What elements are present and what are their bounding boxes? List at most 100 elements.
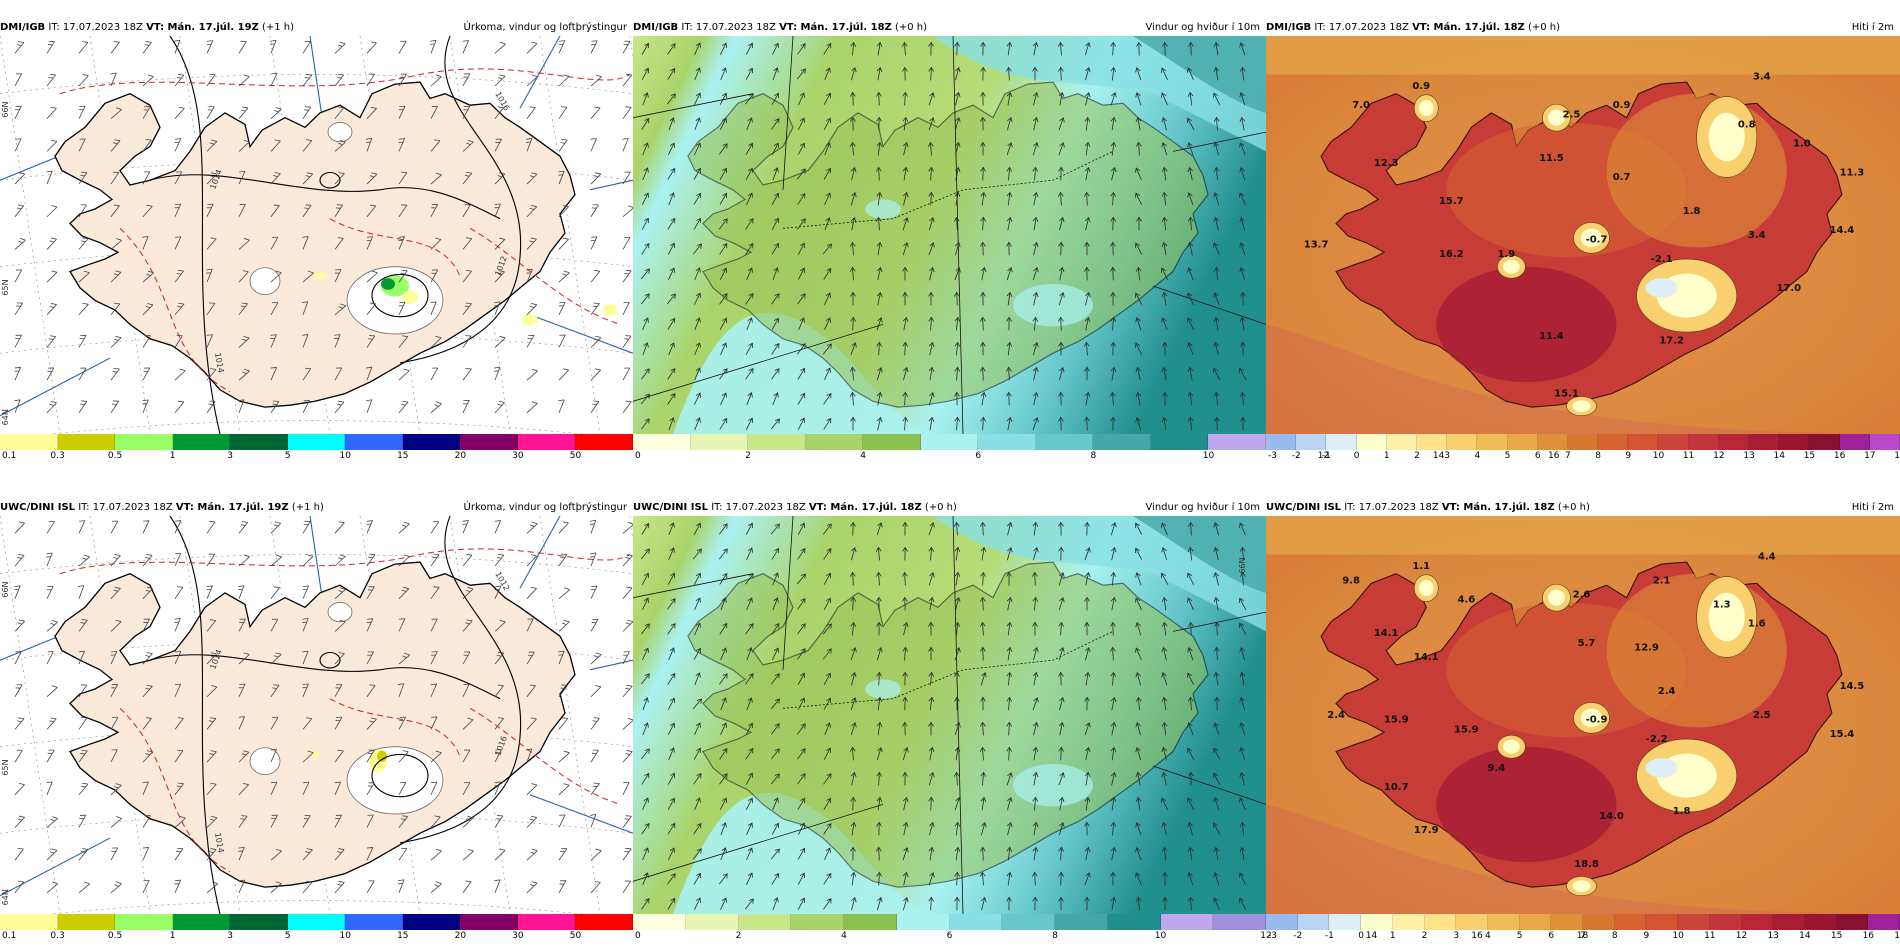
legend-swatch — [345, 914, 403, 930]
temperature-value: 2.4 — [1327, 710, 1345, 721]
temperature-value: 1.6 — [1748, 619, 1766, 630]
legend-tick: 8 — [1595, 451, 1601, 461]
legend-swatch — [1386, 434, 1417, 450]
legend-tick: 2 — [1414, 451, 1420, 461]
map-panel-temp: DMI/IGB IT: 17.07.2023 18Z VT: Mán. 17.j… — [1266, 20, 1900, 466]
legend-tick: 0.5 — [107, 931, 123, 941]
legend-swatch — [1718, 434, 1749, 450]
legend-swatch — [575, 434, 634, 450]
map-area[interactable]: 66N — [633, 516, 1266, 914]
legend-tick: 3 — [1444, 451, 1451, 461]
temperature-value: 11.3 — [1840, 167, 1865, 178]
legend-swatch — [1836, 914, 1869, 930]
legend-swatch — [1688, 434, 1719, 450]
model-name: DMI/IGB — [0, 22, 46, 33]
temperature-value: 0.8 — [1738, 119, 1756, 130]
legend-tick: 10 — [1652, 451, 1665, 461]
temperature-value: 17.9 — [1414, 825, 1439, 836]
legend-tick: 4 — [860, 451, 867, 461]
model-name: UWC/DINI ISL — [0, 502, 76, 513]
legend-ticks: -3-2-1012345678910111213141516171819 — [1266, 931, 1900, 943]
iceland-land — [54, 81, 576, 408]
legend-tick: 17 — [1864, 451, 1876, 461]
legend-swatch — [949, 914, 1003, 930]
legend-swatch — [1107, 914, 1161, 930]
temperature-value: -2.2 — [1646, 734, 1668, 745]
legend-tick: 11 — [1682, 451, 1695, 461]
legend-swatch — [1213, 914, 1266, 930]
map-panel-wind: DMI/IGB IT: 17.07.2023 18Z VT: Mán. 17.j… — [633, 20, 1559, 466]
legend-swatch — [287, 914, 346, 930]
panel-header: UWC/DINI ISL IT: 17.07.2023 18Z VT: Mán.… — [0, 500, 324, 516]
legend-tick: 15 — [397, 451, 409, 461]
legend-swatch — [1749, 434, 1780, 450]
legend-swatch — [633, 434, 691, 450]
legend-tick: 20 — [454, 451, 467, 461]
latitude-label: 66N — [1, 102, 10, 118]
temperature-value: 2.6 — [1573, 590, 1591, 601]
temperature-value: 10.7 — [1384, 782, 1409, 793]
valid-time: VT: Mán. 17.júl. 18Z — [1441, 502, 1555, 513]
map-area[interactable]: 1.1 9.8 4.6 2.6 2.1 4.4 1.3 14.1 5.7 12.9 1.6 14.1 2… — [1266, 516, 1900, 914]
legend-tick: 6 — [1534, 451, 1541, 461]
legend-tick: 8 — [1090, 451, 1097, 461]
init-time: IT: 17.07.2023 18Z — [708, 502, 809, 513]
legend-swatch — [1160, 914, 1214, 930]
panel-title: Vindur og hviður í 10m — [1145, 22, 1260, 33]
legend-tick: 13 — [1743, 451, 1755, 461]
legend-swatch — [1208, 434, 1267, 450]
legend-tick: 2 — [1421, 931, 1428, 941]
map-area[interactable]: 1014 1012 1016 1014 66N 65N 64N — [0, 516, 633, 914]
legend-swatch — [230, 914, 288, 930]
legend-tick: 16 — [1471, 931, 1483, 941]
valid-time: VT: Mán. 17.júl. 18Z — [779, 22, 892, 33]
legend-tick: 16 — [1833, 451, 1846, 461]
legend-tick: 3 — [227, 451, 234, 461]
legend-swatch — [345, 434, 403, 450]
map-panel-precip: UWC/DINI ISL IT: 17.07.2023 18Z VT: Mán.… — [0, 500, 634, 946]
legend-tick: 30 — [512, 931, 524, 941]
legend-swatch — [0, 914, 58, 930]
model-name: DMI/IGB — [633, 22, 679, 33]
legend-tick: 10 — [1672, 931, 1684, 941]
temperature-value: 15.9 — [1384, 715, 1409, 726]
temperature-value: 12.3 — [1374, 158, 1399, 169]
legend-tick: 12 — [1713, 451, 1725, 461]
temperature-value: 1.3 — [1713, 599, 1731, 610]
legend-tick: 5 — [284, 451, 291, 461]
temperature-value: 2.5 — [1753, 710, 1771, 721]
legend-ticks: 0.1 0.3 0.5 1 3 5 10 15 20 30 50 — [0, 451, 633, 463]
temperature-value: 17.2 — [1659, 336, 1684, 347]
legend-tick: 15 — [1830, 931, 1843, 941]
temperature-value: -2.1 — [1651, 254, 1673, 265]
legend-tick: 14 — [1773, 451, 1785, 461]
legend-tick: 0 — [635, 451, 641, 461]
legend-swatch — [575, 914, 634, 930]
color-legend — [633, 434, 1267, 450]
map-area[interactable]: 0.9 7.0 2.5 0.9 3.4 0.8 12.3 11.5 0.7 1.0 11.3 15.7… — [1266, 36, 1900, 434]
legend-swatch — [1646, 914, 1679, 930]
lead-time: (+1 h) — [258, 22, 295, 33]
map-area[interactable]: 1014 1016 1012 1014 66N 65N 64N — [0, 36, 633, 434]
isobar-label: 1014 — [213, 352, 225, 374]
legend-swatch — [1266, 434, 1297, 450]
legend-swatch — [1658, 434, 1689, 450]
legend-tick: 1 — [1389, 931, 1396, 941]
legend-tick: 18 — [1576, 931, 1589, 941]
legend-tick: 16 — [1547, 451, 1560, 461]
legend-tick: -3 — [1268, 931, 1277, 941]
legend-swatch — [1519, 914, 1552, 930]
panel-title: Hiti í 2m — [1851, 22, 1894, 33]
panel-title: Hiti í 2m — [1851, 502, 1894, 513]
legend-swatch — [172, 434, 231, 450]
legend-tick: 6 — [946, 931, 953, 941]
map-area[interactable] — [633, 36, 1266, 434]
valid-time: VT: Mán. 17.júl. 18Z — [1412, 22, 1525, 33]
legend-tick: -2 — [1291, 451, 1301, 461]
legend-tick: 0.1 — [2, 451, 17, 461]
legend-swatch — [1709, 914, 1742, 930]
legend-swatch — [1477, 434, 1508, 450]
temperature-value: 11.5 — [1539, 153, 1564, 164]
legend-swatch — [738, 914, 792, 930]
valid-time: VT: Mán. 17.júl. 18Z — [808, 502, 922, 513]
